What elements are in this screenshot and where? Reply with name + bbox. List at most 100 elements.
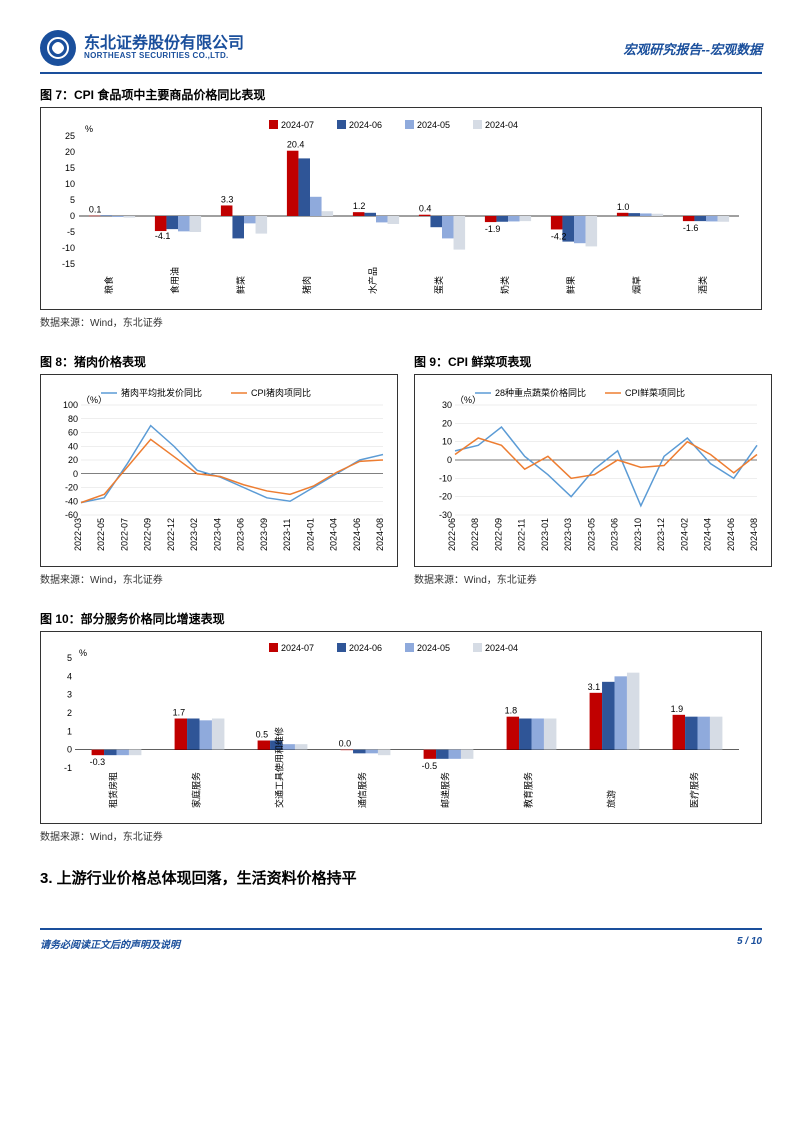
svg-text:2022-09: 2022-09	[143, 518, 153, 551]
svg-text:%: %	[85, 124, 93, 134]
fig8-chart: 猪肉平均批发价同比CPI猪肉项同比（%）-60-40-2002040608010…	[40, 374, 398, 567]
svg-text:粮食: 粮食	[103, 276, 114, 294]
svg-text:-15: -15	[62, 259, 75, 269]
fig9-title: 图 9：CPI 鲜菜项表现	[414, 353, 772, 370]
fig10-chart: 2024-072024-062024-052024-04-1012345%租赁房…	[40, 631, 762, 824]
svg-text:2022-09: 2022-09	[493, 518, 503, 551]
svg-text:-10: -10	[62, 243, 75, 253]
svg-text:2023-12: 2023-12	[656, 518, 666, 551]
svg-text:水产品: 水产品	[367, 267, 378, 294]
svg-text:烟草: 烟草	[631, 276, 642, 294]
svg-text:-20: -20	[65, 483, 78, 493]
svg-text:80: 80	[68, 414, 78, 424]
svg-text:4: 4	[67, 671, 72, 681]
svg-text:酒类: 酒类	[697, 276, 708, 294]
fig7-source: 数据来源：Wind，东北证券	[40, 314, 762, 329]
svg-text:0: 0	[67, 745, 72, 755]
svg-text:-0.5: -0.5	[422, 761, 438, 771]
svg-text:奶类: 奶类	[499, 276, 510, 294]
svg-text:1.8: 1.8	[505, 706, 518, 716]
svg-text:2024-08: 2024-08	[375, 518, 385, 551]
svg-text:2023-05: 2023-05	[586, 518, 596, 551]
svg-text:2023-06: 2023-06	[610, 518, 620, 551]
svg-text:20: 20	[442, 418, 452, 428]
svg-text:教育服务: 教育服务	[523, 772, 534, 808]
svg-text:0: 0	[70, 211, 75, 221]
svg-text:2024-06: 2024-06	[349, 643, 382, 653]
svg-text:2024-04: 2024-04	[485, 643, 518, 653]
svg-text:2022-12: 2022-12	[166, 518, 176, 551]
svg-text:3: 3	[67, 690, 72, 700]
fig10-title: 图 10：部分服务价格同比增速表现	[40, 610, 762, 627]
svg-text:20.4: 20.4	[287, 140, 305, 150]
page-header: 东北证券股份有限公司 NORTHEAST SECURITIES CO.,LTD.…	[40, 30, 762, 74]
svg-text:%: %	[79, 648, 87, 658]
svg-text:2024-06: 2024-06	[349, 120, 382, 130]
svg-text:-5: -5	[67, 227, 75, 237]
svg-text:0.4: 0.4	[419, 204, 432, 214]
fig10-svg: 2024-072024-062024-052024-04-1012345%租赁房…	[49, 640, 749, 810]
svg-text:0: 0	[447, 455, 452, 465]
svg-text:2022-05: 2022-05	[96, 518, 106, 551]
svg-text:家庭服务: 家庭服务	[191, 772, 202, 808]
fig7-title: 图 7：CPI 食品项中主要商品价格同比表现	[40, 86, 762, 103]
svg-text:旅游: 旅游	[606, 790, 617, 808]
svg-text:CPI猪肉项同比: CPI猪肉项同比	[251, 387, 311, 398]
svg-text:0.1: 0.1	[89, 205, 102, 215]
svg-text:1.9: 1.9	[671, 704, 684, 714]
svg-text:0: 0	[73, 469, 78, 479]
company-name-cn: 东北证券股份有限公司	[84, 35, 244, 53]
svg-text:0.5: 0.5	[256, 730, 269, 740]
svg-text:30: 30	[442, 400, 452, 410]
fig8-svg: 猪肉平均批发价同比CPI猪肉项同比（%）-60-40-2002040608010…	[49, 383, 389, 553]
svg-text:2023-10: 2023-10	[633, 518, 643, 551]
svg-text:2024-01: 2024-01	[305, 518, 315, 551]
svg-text:2024-04: 2024-04	[485, 120, 518, 130]
svg-text:10: 10	[65, 179, 75, 189]
svg-text:食用油: 食用油	[169, 267, 180, 294]
svg-text:2024-07: 2024-07	[281, 120, 314, 130]
page-number: 5 / 10	[737, 936, 762, 951]
svg-text:2024-02: 2024-02	[679, 518, 689, 551]
fig8-source: 数据来源：Wind，东北证券	[40, 571, 398, 586]
svg-text:28种重点蔬菜价格同比: 28种重点蔬菜价格同比	[495, 387, 586, 398]
svg-text:2024-06: 2024-06	[726, 518, 736, 551]
svg-text:-40: -40	[65, 496, 78, 506]
svg-text:通信服务: 通信服务	[357, 772, 368, 808]
svg-text:2022-03: 2022-03	[73, 518, 83, 551]
svg-text:租赁房租: 租赁房租	[108, 772, 119, 808]
svg-text:2023-06: 2023-06	[236, 518, 246, 551]
svg-text:40: 40	[68, 441, 78, 451]
svg-text:2024-07: 2024-07	[281, 643, 314, 653]
svg-text:2023-02: 2023-02	[189, 518, 199, 551]
svg-text:15: 15	[65, 163, 75, 173]
svg-text:25: 25	[65, 131, 75, 141]
svg-text:-1.9: -1.9	[485, 224, 501, 234]
svg-text:2024-06: 2024-06	[352, 518, 362, 551]
svg-text:1.2: 1.2	[353, 201, 366, 211]
svg-text:3.3: 3.3	[221, 194, 234, 204]
svg-text:5: 5	[70, 195, 75, 205]
company-name-en: NORTHEAST SECURITIES CO.,LTD.	[84, 52, 244, 61]
svg-text:2024-08: 2024-08	[749, 518, 759, 551]
svg-text:蛋类: 蛋类	[433, 276, 444, 294]
logo-mark-icon	[40, 30, 76, 66]
svg-text:鲜菜: 鲜菜	[235, 276, 246, 294]
svg-text:2022-07: 2022-07	[119, 518, 129, 551]
fig9-svg: 28种重点蔬菜价格同比CPI鲜菜项同比（%）-30-20-10010203020…	[423, 383, 763, 553]
fig8-title: 图 8：猪肉价格表现	[40, 353, 398, 370]
svg-text:2: 2	[67, 708, 72, 718]
svg-text:（%）: （%）	[81, 395, 107, 405]
svg-text:2024-05: 2024-05	[417, 120, 450, 130]
svg-text:-4.1: -4.1	[155, 231, 171, 241]
svg-text:100: 100	[63, 400, 78, 410]
svg-text:2023-04: 2023-04	[212, 518, 222, 551]
fig9-chart: 28种重点蔬菜价格同比CPI鲜菜项同比（%）-30-20-10010203020…	[414, 374, 772, 567]
section-3-heading: 3. 上游行业价格总体现回落，生活资料价格持平	[40, 867, 762, 888]
svg-text:20: 20	[68, 455, 78, 465]
svg-text:2022-08: 2022-08	[470, 518, 480, 551]
svg-text:-4.2: -4.2	[551, 231, 567, 241]
svg-text:2023-11: 2023-11	[282, 519, 292, 551]
svg-text:2022-11: 2022-11	[517, 519, 527, 551]
svg-text:-10: -10	[439, 473, 452, 483]
